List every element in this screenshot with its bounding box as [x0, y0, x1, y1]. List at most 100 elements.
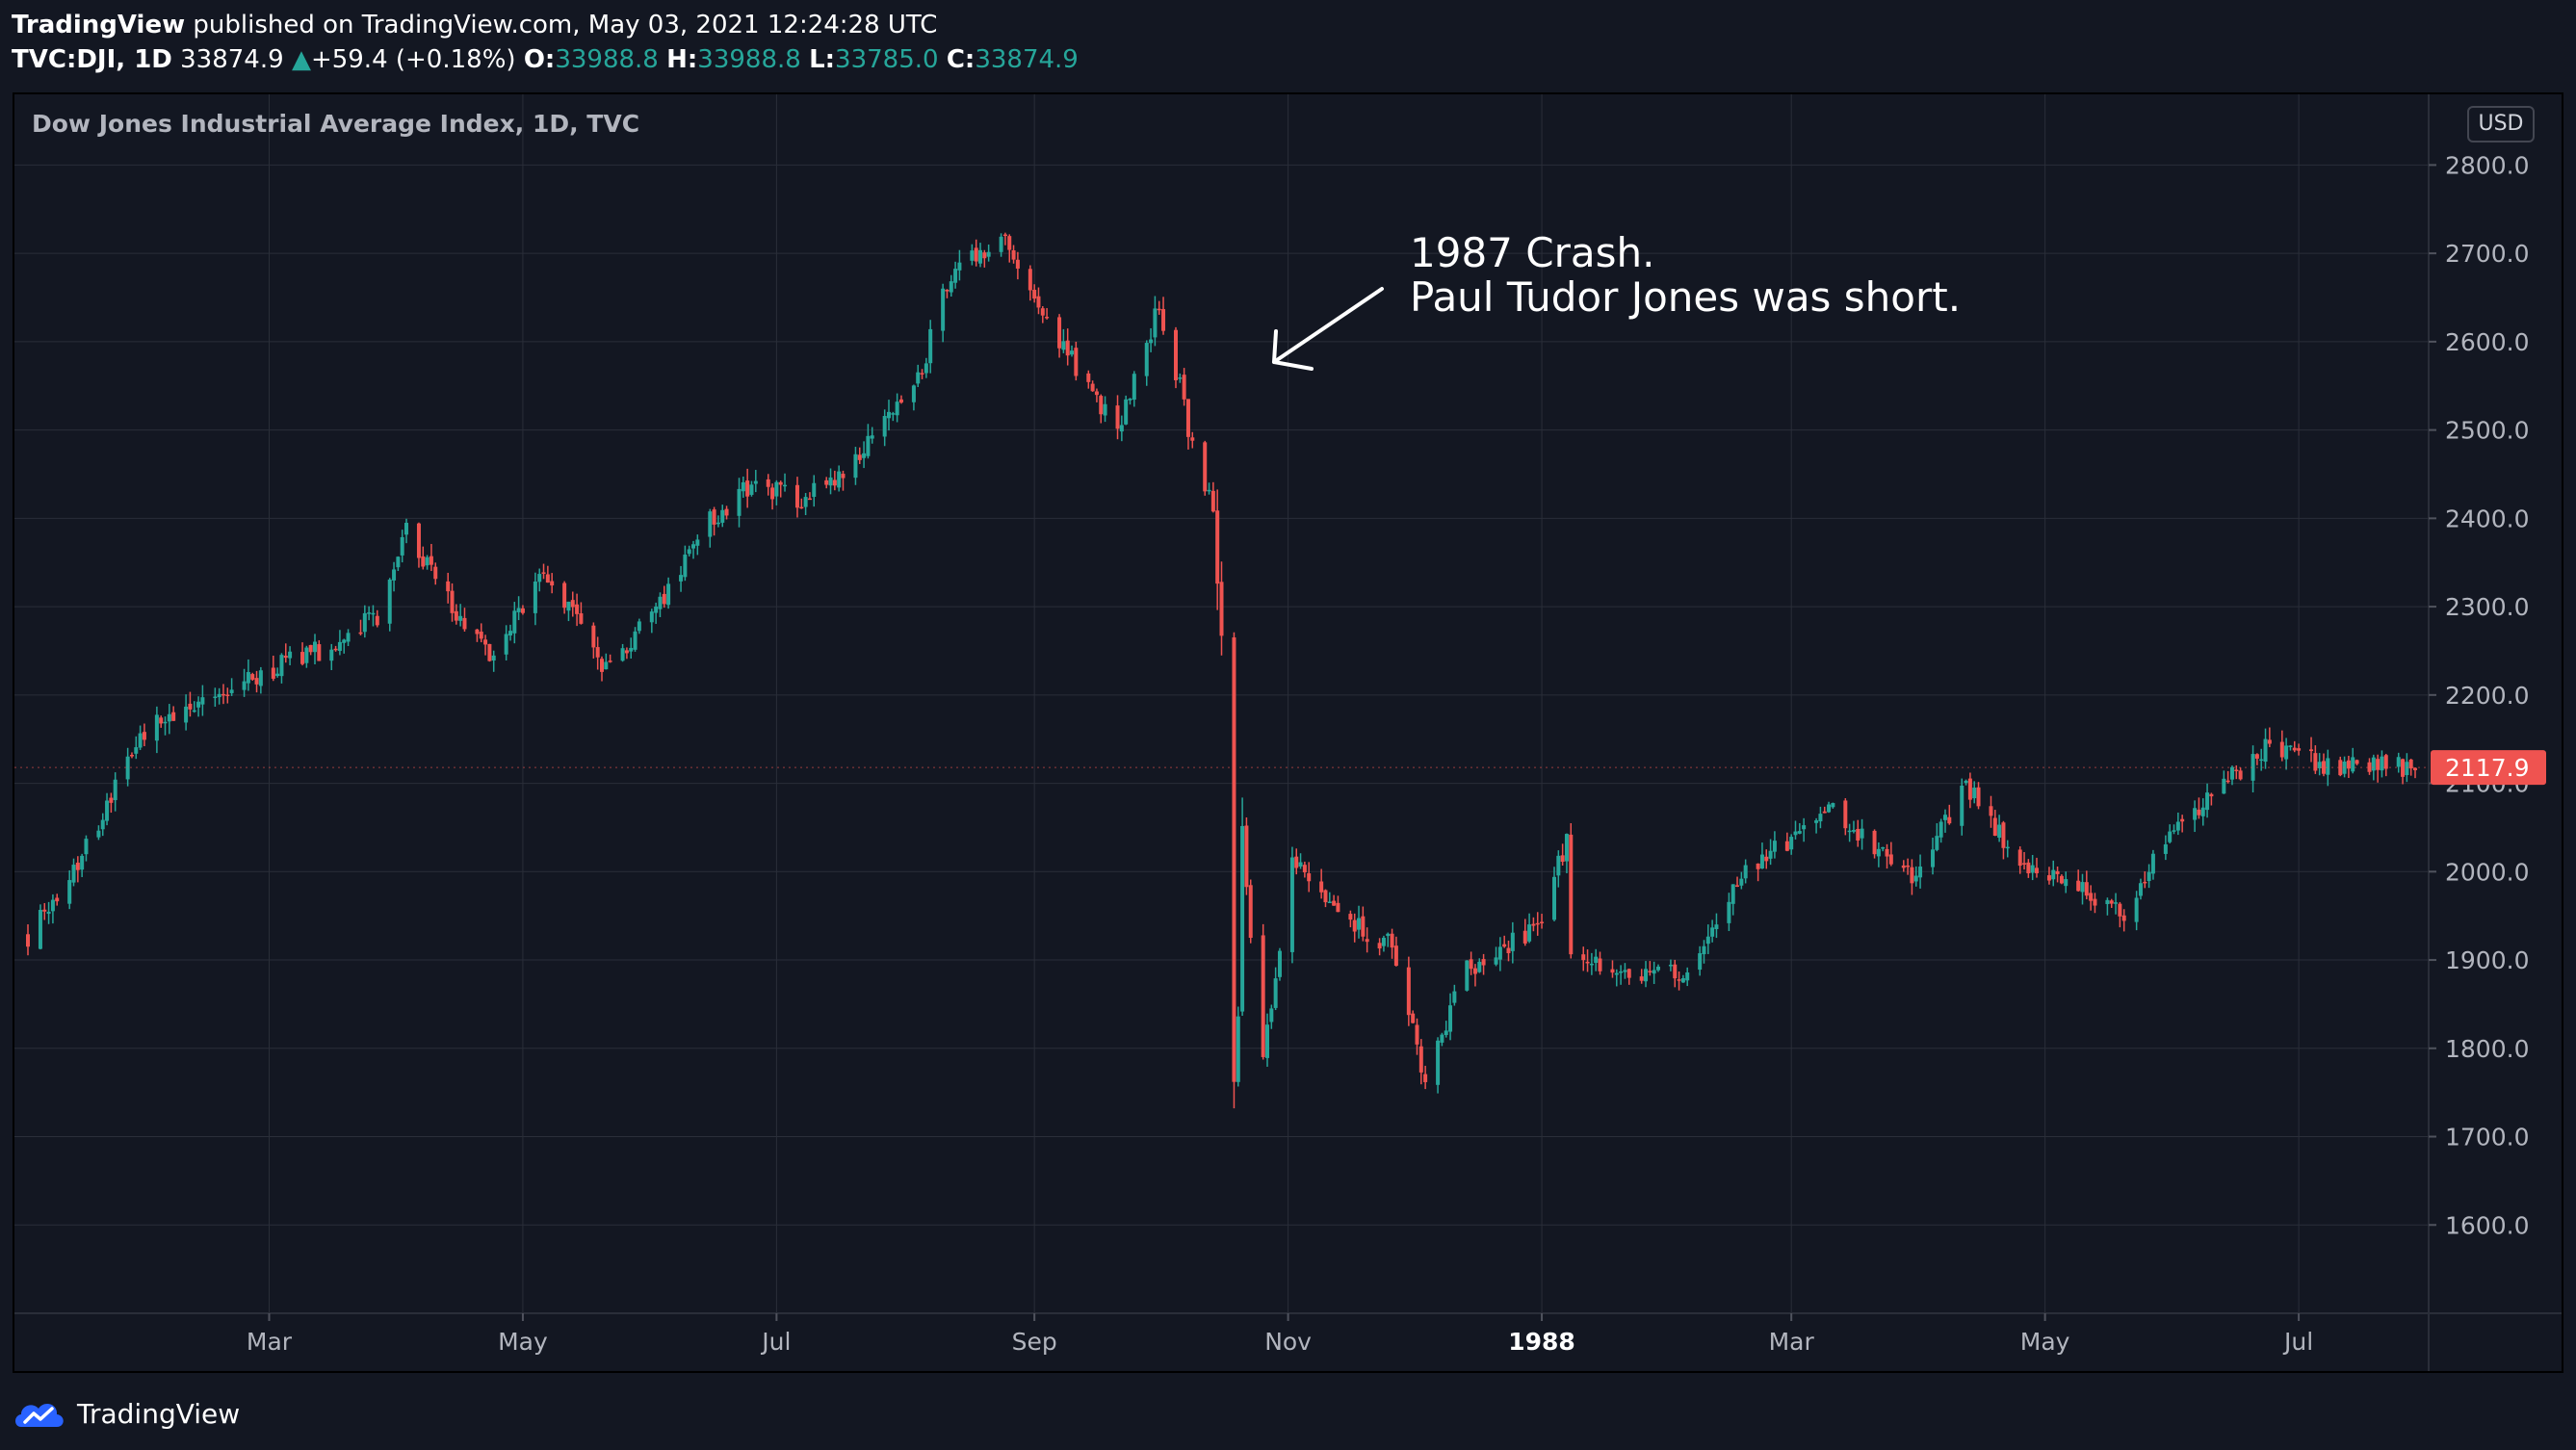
candle[interactable]: [679, 565, 684, 592]
candle[interactable]: [712, 506, 716, 536]
candle[interactable]: [1040, 306, 1045, 324]
candle[interactable]: [2222, 770, 2226, 794]
candle[interactable]: [1764, 849, 1769, 869]
candle[interactable]: [1655, 964, 1660, 972]
candle[interactable]: [2376, 754, 2381, 783]
candle[interactable]: [2326, 749, 2330, 787]
candle[interactable]: [1411, 1010, 1416, 1024]
candle[interactable]: [2292, 740, 2297, 753]
candle[interactable]: [774, 479, 779, 505]
candle[interactable]: [1185, 399, 1190, 450]
candle[interactable]: [2309, 737, 2314, 763]
candle[interactable]: [2383, 753, 2388, 777]
candle[interactable]: [720, 505, 725, 528]
candle[interactable]: [2297, 743, 2302, 756]
candle[interactable]: [358, 619, 363, 635]
candle[interactable]: [512, 602, 517, 644]
candle[interactable]: [1992, 810, 1997, 837]
candle[interactable]: [928, 320, 933, 374]
candle[interactable]: [1918, 854, 1923, 889]
candle[interactable]: [2346, 755, 2351, 779]
candle[interactable]: [1847, 823, 1852, 842]
currency-button[interactable]: USD: [2467, 106, 2535, 142]
candle[interactable]: [1942, 809, 1947, 833]
candle[interactable]: [2030, 854, 2035, 881]
candle[interactable]: [2342, 756, 2347, 778]
candle[interactable]: [142, 723, 146, 747]
candle[interactable]: [1885, 843, 1889, 869]
candle[interactable]: [1365, 927, 1369, 953]
candle[interactable]: [1888, 842, 1893, 867]
candle[interactable]: [479, 623, 483, 643]
candle[interactable]: [2017, 846, 2022, 874]
candle[interactable]: [1386, 932, 1391, 947]
candle[interactable]: [2209, 792, 2214, 806]
candle[interactable]: [1277, 947, 1282, 981]
candle[interactable]: [1535, 912, 1540, 936]
candle[interactable]: [1149, 327, 1154, 352]
candle[interactable]: [882, 409, 887, 447]
candle[interactable]: [375, 609, 379, 628]
candle[interactable]: [691, 540, 696, 559]
candle[interactable]: [42, 902, 47, 920]
candle[interactable]: [516, 596, 521, 621]
candle[interactable]: [254, 670, 259, 693]
candle[interactable]: [416, 522, 421, 568]
candle[interactable]: [1348, 910, 1353, 928]
candle[interactable]: [487, 643, 492, 662]
candle[interactable]: [1594, 948, 1599, 971]
candle[interactable]: [404, 518, 409, 544]
candle[interactable]: [2197, 797, 2201, 819]
candle[interactable]: [1881, 846, 1886, 852]
candle[interactable]: [367, 606, 372, 621]
candle[interactable]: [1207, 482, 1211, 495]
candle[interactable]: [783, 473, 788, 492]
candle[interactable]: [1494, 946, 1498, 967]
candle[interactable]: [1814, 817, 1819, 834]
candle[interactable]: [2001, 820, 2006, 860]
candle[interactable]: [1057, 314, 1062, 358]
candle[interactable]: [533, 572, 537, 626]
candle[interactable]: [2005, 840, 2010, 858]
candle[interactable]: [970, 244, 975, 266]
candle[interactable]: [1090, 380, 1095, 392]
candle[interactable]: [213, 687, 218, 708]
candle[interactable]: [1743, 859, 1748, 884]
candle[interactable]: [1673, 959, 1678, 988]
candle[interactable]: [794, 477, 799, 518]
candle[interactable]: [1822, 806, 1827, 814]
candle[interactable]: [1648, 961, 1652, 976]
candle[interactable]: [2380, 750, 2384, 778]
candle[interactable]: [920, 369, 924, 379]
candle[interactable]: [841, 470, 846, 491]
candle[interactable]: [1157, 300, 1161, 315]
candle[interactable]: [1793, 820, 1798, 840]
candle[interactable]: [1598, 951, 1602, 975]
candle[interactable]: [283, 643, 288, 663]
candle[interactable]: [1390, 928, 1394, 959]
candle[interactable]: [2026, 859, 2031, 878]
candle[interactable]: [662, 585, 666, 608]
candle[interactable]: [2175, 812, 2180, 836]
candle[interactable]: [1115, 395, 1120, 440]
candle[interactable]: [637, 618, 641, 634]
candle[interactable]: [745, 468, 750, 508]
candle[interactable]: [1789, 834, 1794, 855]
candle[interactable]: [1623, 963, 1627, 979]
candle[interactable]: [421, 546, 426, 570]
candle[interactable]: [1710, 919, 1715, 943]
candle[interactable]: [608, 654, 612, 663]
candle[interactable]: [1502, 935, 1507, 948]
candle[interactable]: [1527, 913, 1532, 944]
candle[interactable]: [2138, 878, 2143, 900]
candle[interactable]: [2059, 874, 2064, 885]
candle[interactable]: [1756, 863, 1760, 882]
candle[interactable]: [1702, 940, 1706, 964]
candle[interactable]: [1215, 489, 1220, 610]
candle[interactable]: [1332, 894, 1337, 906]
candle[interactable]: [2064, 871, 2069, 893]
candle[interactable]: [1381, 935, 1386, 952]
candle[interactable]: [1652, 961, 1656, 984]
candle[interactable]: [986, 244, 991, 262]
candle[interactable]: [1872, 829, 1877, 859]
